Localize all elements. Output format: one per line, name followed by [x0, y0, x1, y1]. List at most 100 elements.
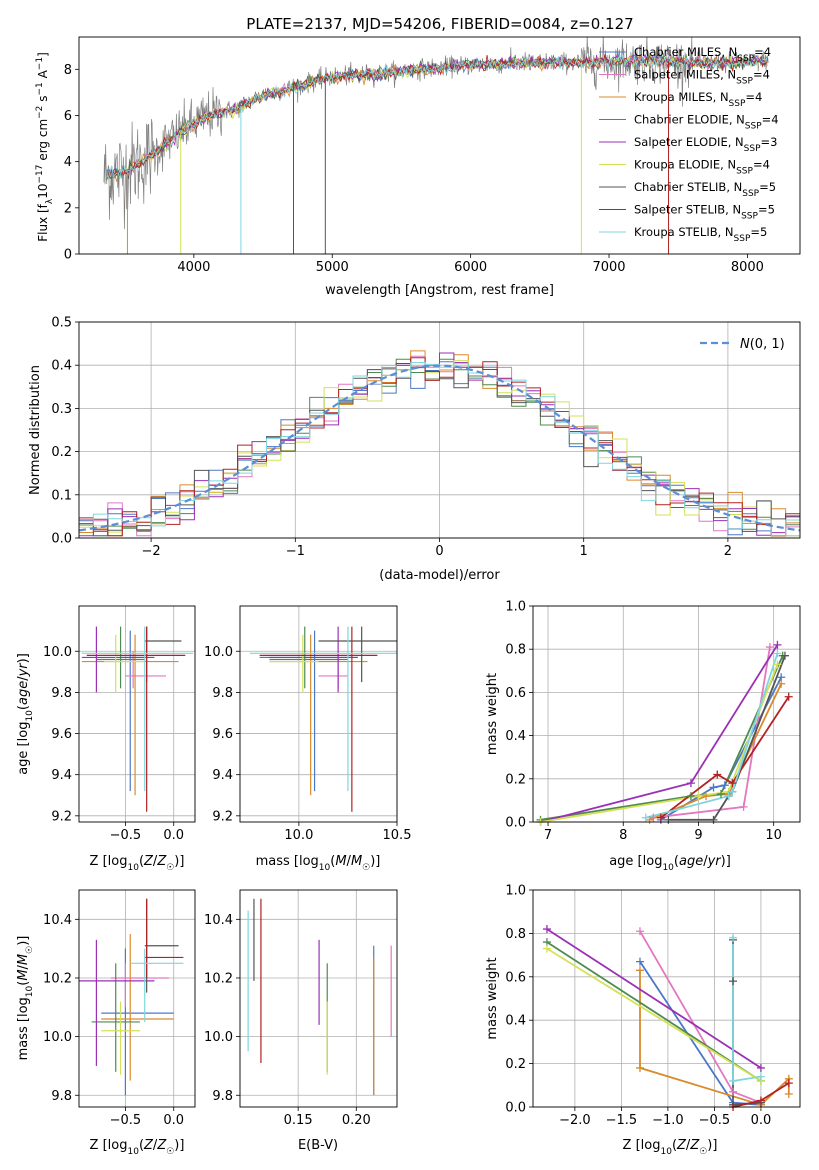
figure-title: PLATE=2137, MJD=54206, FIBERID=0084, z=0… [246, 15, 633, 33]
weight-marker [635, 966, 644, 975]
axes-frame [78, 321, 801, 539]
weight-marker [728, 787, 737, 796]
x-tick-label: 10 [765, 828, 782, 843]
axes-frame [532, 605, 801, 823]
plot-area [103, 37, 769, 254]
y-tick-label: 4 [64, 155, 72, 170]
x-tick-label: 0.0 [163, 828, 184, 843]
legend-label: Chabrier ELODIE, NSSP=4 [634, 113, 779, 132]
x-tick-label: 7 [544, 828, 552, 843]
weight-marker [756, 1096, 765, 1105]
y-tick-label: 9.8 [51, 1089, 72, 1104]
x-tick-label: −1.0 [652, 1113, 684, 1128]
x-axis-label: Z [log10(Z/Z☉)] [623, 1138, 718, 1157]
y-axis-label: Flux [fλ10−17 erg cm−2 s−1 A−1] [35, 52, 55, 242]
legend-label: Chabrier MILES, NSSP=4 [634, 45, 771, 64]
x-tick-label: 6000 [454, 260, 487, 275]
y-tick-label: 0.4 [505, 729, 526, 744]
x-tick-label: 9 [694, 828, 702, 843]
weight-marker [756, 1072, 765, 1081]
weight-marker [713, 770, 722, 779]
x-tick-label: 1 [580, 544, 588, 559]
x-tick-label: 0.0 [751, 1113, 772, 1128]
y-tick-label: 0.4 [51, 359, 72, 374]
weight-marker [780, 651, 789, 660]
weight-marker [635, 927, 644, 936]
y-tick-label: 9.4 [51, 768, 72, 783]
y-tick-label: 0 [64, 248, 72, 263]
weight-vs-Z-panel: −2.0 −1.5 −1.0 −0.5 0.0 0.0 0.2 0.4 0.6 0.8 1.0 mas… [485, 884, 801, 1157]
x-axis-label: E(B-V) [298, 1138, 338, 1153]
y-tick-label: 0.6 [505, 970, 526, 985]
y-tick-label: 10.2 [204, 971, 233, 986]
x-axis-label: Z [log10(Z/Z☉)] [90, 854, 185, 873]
weight-marker [773, 649, 782, 658]
plot-area [247, 898, 392, 1096]
plot-area [249, 626, 397, 812]
legend-label: Kroupa MILES, NSSP=4 [634, 90, 762, 109]
weight-marker [635, 1063, 644, 1072]
axes-frame [532, 889, 801, 1108]
x-tick-label: −1 [286, 544, 305, 559]
axes-frame [239, 605, 398, 823]
weight-marker [784, 1079, 793, 1088]
y-tick-label: 0.0 [505, 1101, 526, 1116]
axes-frame [239, 889, 398, 1108]
weight-marker [709, 783, 718, 792]
y-tick-label: 8 [64, 63, 72, 78]
x-tick-label: 0.20 [342, 1113, 371, 1128]
plot-area [81, 626, 194, 812]
x-axis-label: wavelength [Angstrom, rest frame] [325, 283, 554, 298]
weight-marker [729, 1076, 738, 1085]
weight-marker [656, 813, 665, 822]
x-axis-label: age [log10(age/yr)] [609, 854, 731, 873]
plot-area [79, 898, 184, 1096]
y-tick-label: 0.4 [505, 1014, 526, 1029]
x-tick-label: 8 [619, 828, 627, 843]
weight-marker [773, 660, 782, 669]
residuals-panel: −2 −1 0 1 2 0.0 0.1 0.2 0.3 0.4 0.5 (data-model)/er… [28, 316, 801, 583]
y-tick-label: 9.2 [212, 809, 233, 824]
y-tick-label: 0.8 [505, 927, 526, 942]
y-tick-label: 0.0 [505, 816, 526, 831]
y-tick-label: 0.1 [51, 488, 72, 503]
y-tick-label: 10.2 [43, 971, 72, 986]
y-tick-label: 9.2 [51, 809, 72, 824]
y-tick-label: 9.8 [51, 686, 72, 701]
x-tick-label: 4000 [177, 260, 210, 275]
y-tick-label: 9.6 [212, 727, 233, 742]
legend-label: Salpeter MILES, NSSP=4 [634, 68, 770, 87]
weight-marker [686, 792, 695, 801]
age-vs-mass-panel: 10.0 10.5 9.2 9.4 9.6 9.8 10.0 mass [log10(M/M☉… [204, 605, 411, 873]
weight-marker [709, 815, 718, 824]
weight-marker [686, 779, 695, 788]
x-axis-label: (data-model)/error [379, 568, 500, 583]
y-tick-label: 9.4 [212, 768, 233, 783]
y-axis-label: age [log10(age/yr)] [16, 653, 35, 775]
weight-marker [773, 640, 782, 649]
x-tick-label: −0.5 [110, 828, 142, 843]
x-tick-label: −0.5 [110, 1113, 142, 1128]
weight-vs-age-panel: 7 8 9 10 0.0 0.2 0.4 0.6 0.8 1.0 mass weight age [l… [485, 600, 801, 873]
weight-marker [664, 815, 673, 824]
weight-line [546, 941, 762, 1082]
age-vs-Z-panel: −0.5 0.0 9.2 9.4 9.6 9.8 10.0 Z [log10(Z/Z☉)] ag… [16, 605, 196, 873]
x-axis-label: mass [log10(M/M☉)] [256, 854, 381, 873]
weight-marker [717, 789, 726, 798]
spectrum-panel: 4000 5000 6000 7000 8000 0 2 4 6 8 wavelength [Ang… [35, 36, 801, 298]
axes-frame [78, 605, 196, 823]
x-tick-label: 0 [435, 544, 443, 559]
axes-frame [78, 889, 196, 1108]
plot-area [79, 350, 800, 537]
y-axis-label: mass weight [485, 673, 500, 755]
weight-marker [542, 925, 551, 934]
weight-marker [724, 792, 733, 801]
weight-marker [635, 957, 644, 966]
weight-marker [756, 1063, 765, 1072]
x-tick-label: 10.0 [284, 828, 313, 843]
x-tick-label: 8000 [731, 260, 764, 275]
weight-marker [765, 643, 774, 652]
y-tick-label: 1.0 [505, 884, 526, 899]
weight-line [546, 928, 762, 1069]
